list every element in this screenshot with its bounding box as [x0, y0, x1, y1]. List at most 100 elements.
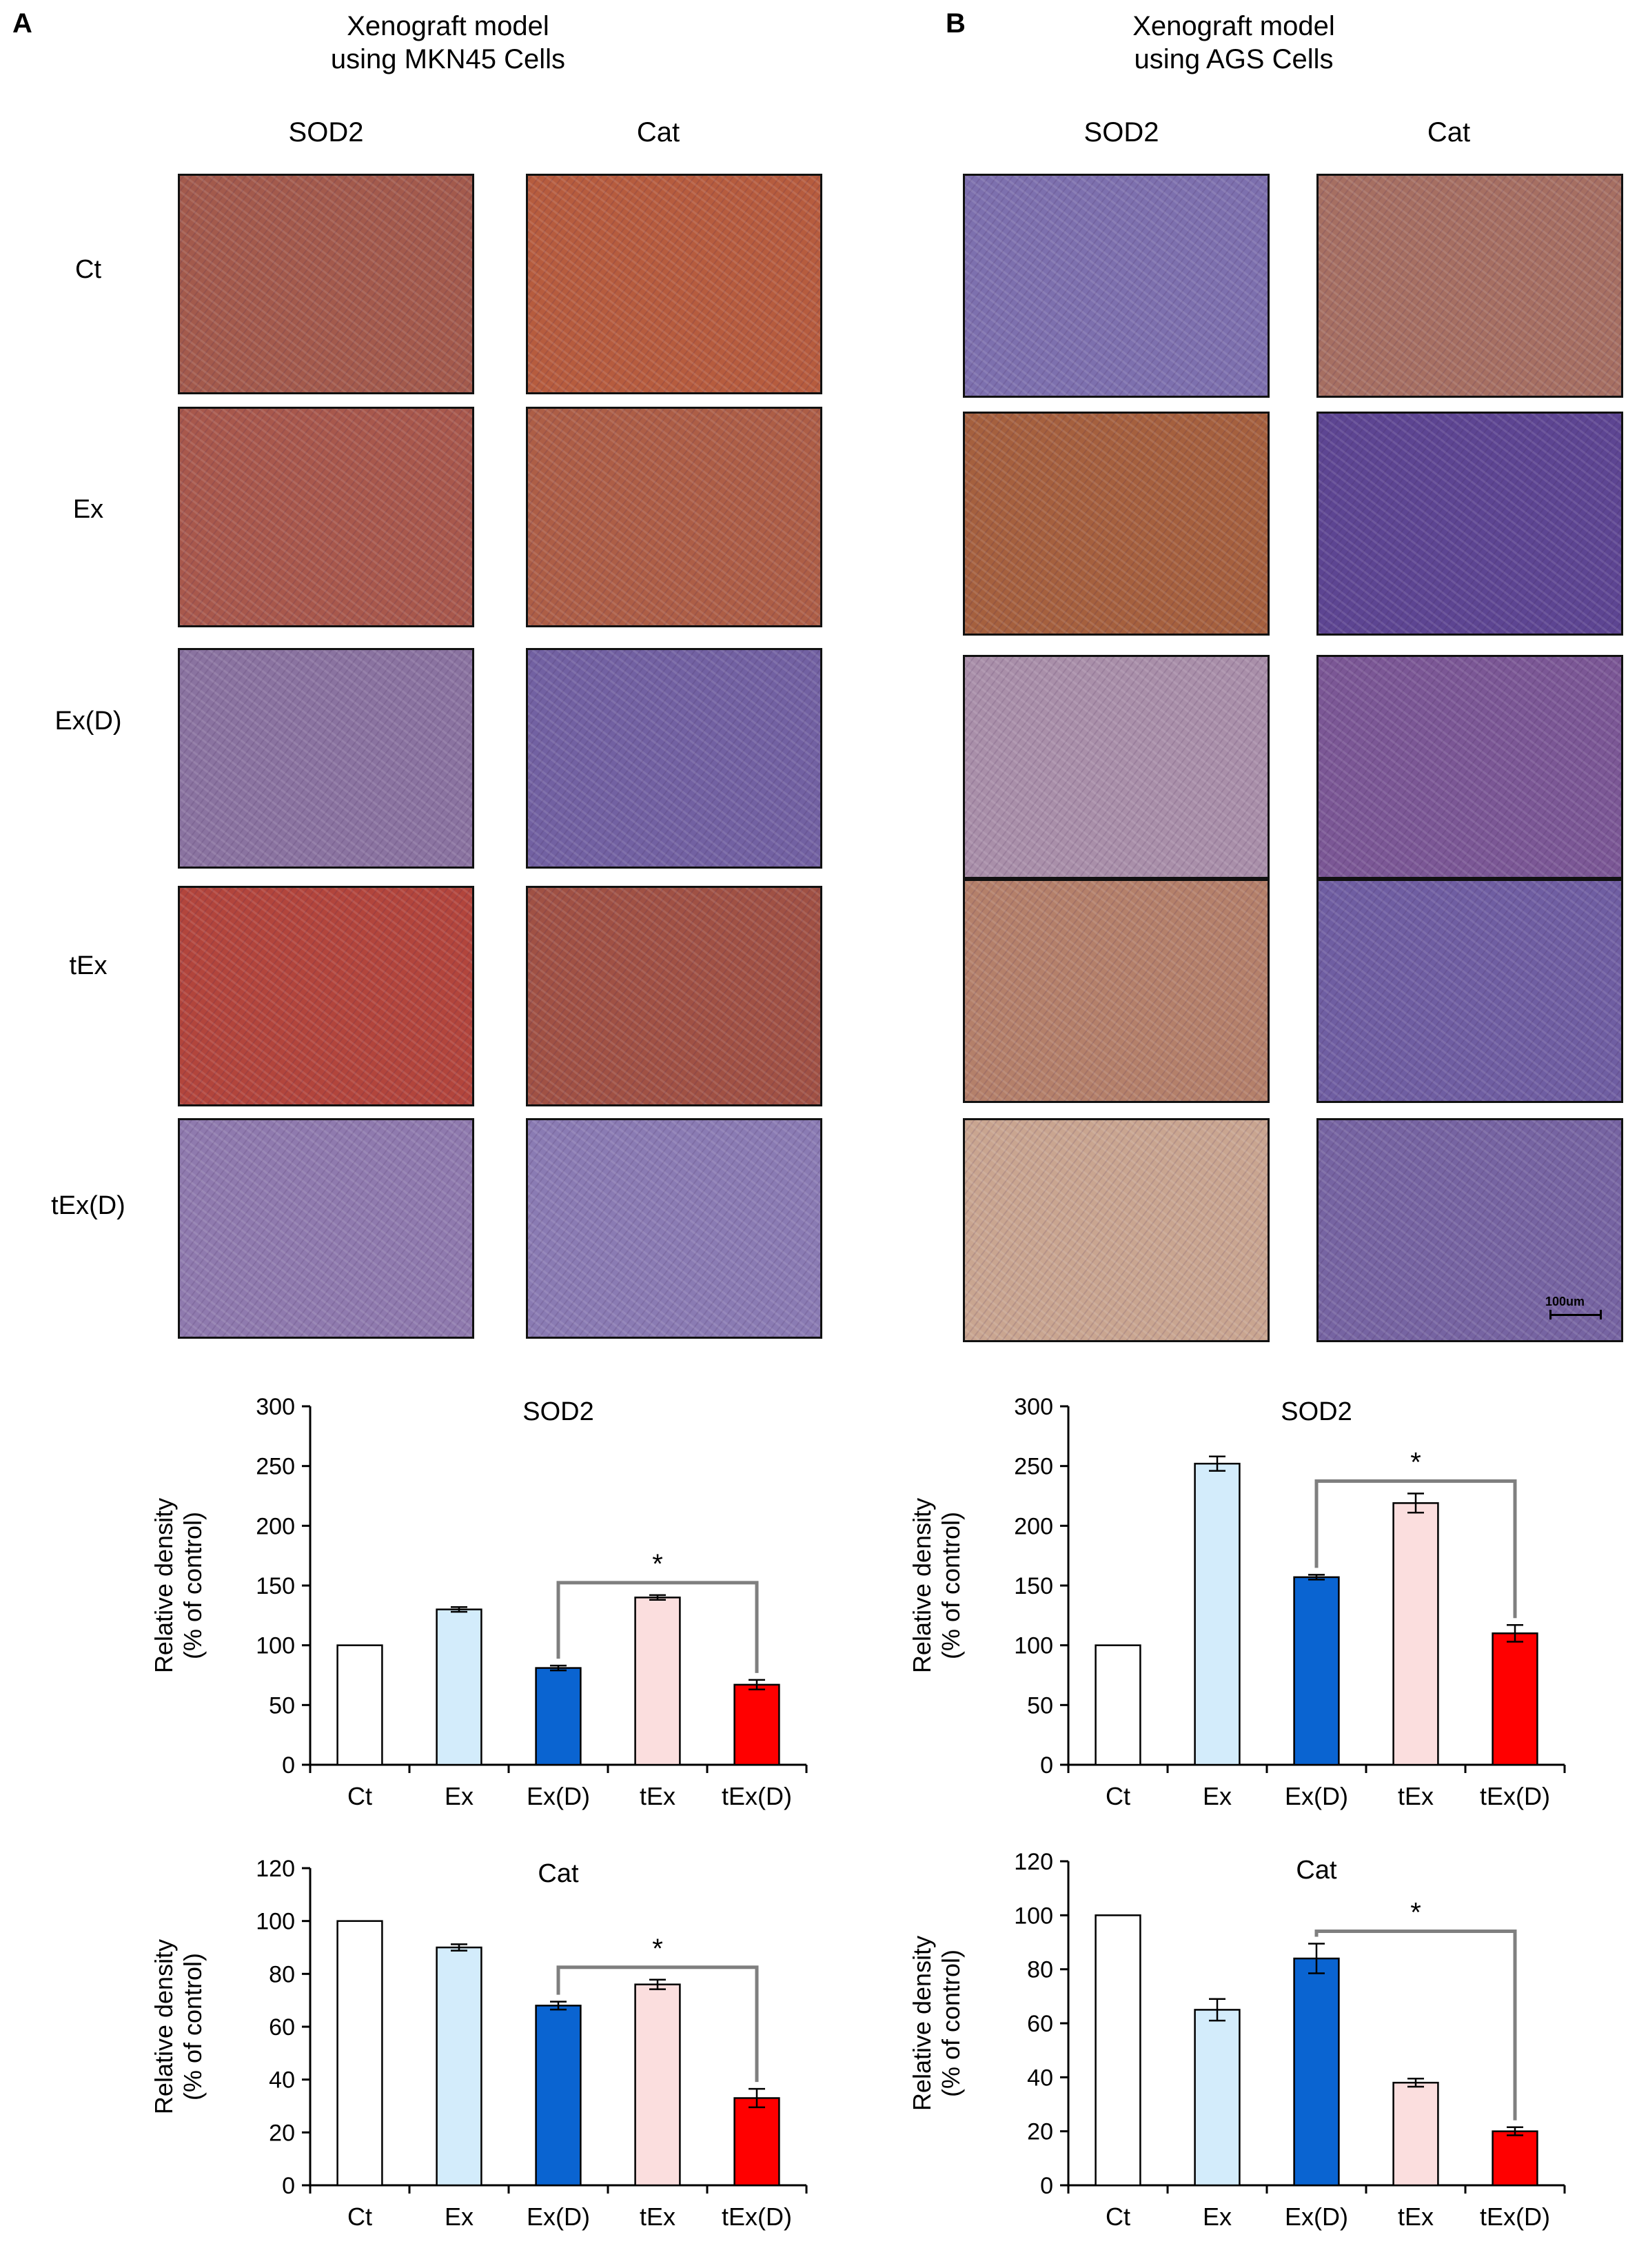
- panel-b-title-line1: Xenograft model: [1132, 11, 1335, 41]
- y-tick-label: 150: [256, 1573, 295, 1599]
- y-tick-label: 300: [1014, 1394, 1053, 1420]
- y-axis-label-line2: (% of control): [937, 1512, 965, 1659]
- y-axis-label-line2: (% of control): [179, 1953, 207, 2100]
- y-tick-label: 150: [1014, 1573, 1053, 1599]
- y-tick-label: 300: [256, 1394, 295, 1420]
- panel-a-col-header-cat: Cat: [636, 117, 680, 148]
- micrograph-a-sod2-exd: [178, 648, 474, 869]
- y-axis-label-line1: Relative density: [150, 1498, 178, 1673]
- y-tick-label: 20: [269, 2120, 295, 2146]
- micrograph-a-sod2-ct: [178, 174, 474, 394]
- row-label-texd: tEx(D): [51, 1191, 125, 1220]
- y-axis-label-line1: Relative density: [908, 1936, 936, 2111]
- y-tick-label: 60: [1027, 2011, 1053, 2037]
- x-tick-label: Ct: [1106, 2203, 1130, 2231]
- bar-ct: [336, 1920, 383, 2187]
- y-tick-label: 80: [269, 1961, 295, 1987]
- panel-b-col-header-cat: Cat: [1427, 117, 1471, 148]
- x-tick-label: Ct: [1106, 1782, 1130, 1810]
- y-tick-label: 40: [269, 2067, 295, 2094]
- micrograph-b-cat-tex: [1316, 879, 1623, 1103]
- chart-title: SOD2: [1281, 1397, 1352, 1426]
- bar-exd: [1293, 1576, 1340, 1766]
- x-tick-label: Ex(D): [527, 1782, 590, 1810]
- x-tick-label: tEx(D): [722, 2203, 792, 2231]
- scale-bar: 100um: [1544, 1295, 1606, 1322]
- y-tick-label: 250: [256, 1454, 295, 1480]
- panel-a-title-line1: Xenograft model: [347, 11, 549, 41]
- row-label-ct: Ct: [75, 255, 101, 284]
- bar-ct: [336, 1644, 383, 1766]
- y-axis-label-line2: (% of control): [937, 1950, 965, 2097]
- bar-ex: [1194, 2009, 1241, 2187]
- micrograph-a-cat-ct: [526, 174, 822, 394]
- significance-star: *: [652, 1549, 663, 1579]
- x-tick-label: tEx: [1398, 2203, 1434, 2231]
- y-tick-label: 0: [1040, 2173, 1053, 2199]
- bar-texd: [1492, 1632, 1538, 1766]
- x-tick-label: Ex: [445, 2203, 474, 2231]
- chart-panel-b-cat: 0 20 40 60 80 100 120 Ct Ex Ex(D) tEx tEx(D) Cat Rela…: [908, 1849, 1566, 2231]
- bar-exd: [535, 1667, 582, 1766]
- panel-b-title: Xenograft model using AGS Cells: [1075, 10, 1392, 76]
- panel-a-title-line2: using MKN45 Cells: [330, 44, 566, 74]
- y-tick-label: 60: [269, 2014, 295, 2041]
- micrograph-b-sod2-ct: [963, 174, 1270, 398]
- bar-ex: [436, 1608, 482, 1766]
- scale-bar-label: 100um: [1545, 1295, 1585, 1308]
- bar-texd: [1492, 2130, 1538, 2187]
- bar-exd: [535, 2005, 582, 2187]
- y-tick-label: 0: [1040, 1752, 1053, 1779]
- significance-bracket: [556, 1581, 759, 1673]
- micrograph-a-sod2-tex: [178, 886, 474, 1106]
- chart-panel-a-sod2: 0 50 100 150 200 250 300 Ct Ex Ex(D) tEx tEx(D) SOD2…: [150, 1394, 808, 1810]
- x-tick-label: tEx: [1398, 1782, 1434, 1810]
- micrograph-b-cat-ex: [1316, 412, 1623, 636]
- bar-tex: [1392, 1502, 1439, 1766]
- bar-tex: [634, 1983, 681, 2187]
- micrograph-b-cat-ct: [1316, 174, 1623, 398]
- micrograph-a-cat-texd: [526, 1118, 822, 1339]
- panel-a-title: Xenograft model using MKN45 Cells: [289, 10, 607, 76]
- x-tick-label: tEx(D): [722, 1782, 792, 1810]
- micrograph-a-cat-tex: [526, 886, 822, 1106]
- x-tick-label: Ct: [347, 1782, 372, 1810]
- y-tick-label: 120: [1014, 1849, 1053, 1875]
- significance-bracket: [1314, 1929, 1517, 2120]
- panel-letter-b: B: [946, 8, 966, 39]
- x-tick-label: Ex(D): [1285, 2203, 1348, 2231]
- micrograph-b-sod2-texd: [963, 1118, 1270, 1342]
- micrograph-b-cat-texd: [1316, 1118, 1623, 1342]
- bar-ex: [1194, 1462, 1241, 1766]
- y-tick-label: 50: [269, 1692, 295, 1719]
- micrograph-b-sod2-tex: [963, 879, 1270, 1103]
- chart-panel-a-cat: 0 20 40 60 80 100 120 Ct Ex Ex(D) tEx tEx(D) Cat Rela…: [150, 1856, 808, 2231]
- bar-exd: [1293, 1957, 1340, 2187]
- panel-a-col-header-sod2: SOD2: [288, 117, 364, 148]
- bar-ex: [436, 1946, 482, 2187]
- x-tick-label: Ex(D): [1285, 1782, 1348, 1810]
- x-tick-label: tEx(D): [1480, 1782, 1550, 1810]
- y-tick-label: 200: [1014, 1513, 1053, 1539]
- bar-ct: [1095, 1914, 1141, 2187]
- chart-title: Cat: [538, 1859, 579, 1888]
- x-tick-label: tEx: [640, 1782, 675, 1810]
- panel-letter-a: A: [12, 8, 32, 39]
- x-tick-label: tEx: [640, 2203, 675, 2231]
- y-axis-label-line2: (% of control): [179, 1512, 207, 1659]
- y-tick-label: 50: [1027, 1692, 1053, 1719]
- micrograph-b-sod2-exd: [963, 655, 1270, 879]
- y-tick-label: 0: [282, 1752, 295, 1779]
- significance-star: *: [1410, 1448, 1421, 1478]
- x-tick-label: Ex: [1203, 2203, 1232, 2231]
- micrograph-a-sod2-ex: [178, 407, 474, 627]
- micrograph-a-cat-exd: [526, 648, 822, 869]
- bar-tex: [634, 1597, 681, 1766]
- y-tick-label: 250: [1014, 1454, 1053, 1480]
- x-tick-label: Ex(D): [527, 2203, 590, 2231]
- y-tick-label: 40: [1027, 2065, 1053, 2091]
- y-tick-label: 100: [1014, 1633, 1053, 1659]
- bar-tex: [1392, 2081, 1439, 2187]
- x-tick-label: Ct: [347, 2203, 372, 2231]
- chart-panel-b-sod2: 0 50 100 150 200 250 300 Ct Ex Ex(D) tEx tEx(D) SOD2…: [908, 1394, 1566, 1810]
